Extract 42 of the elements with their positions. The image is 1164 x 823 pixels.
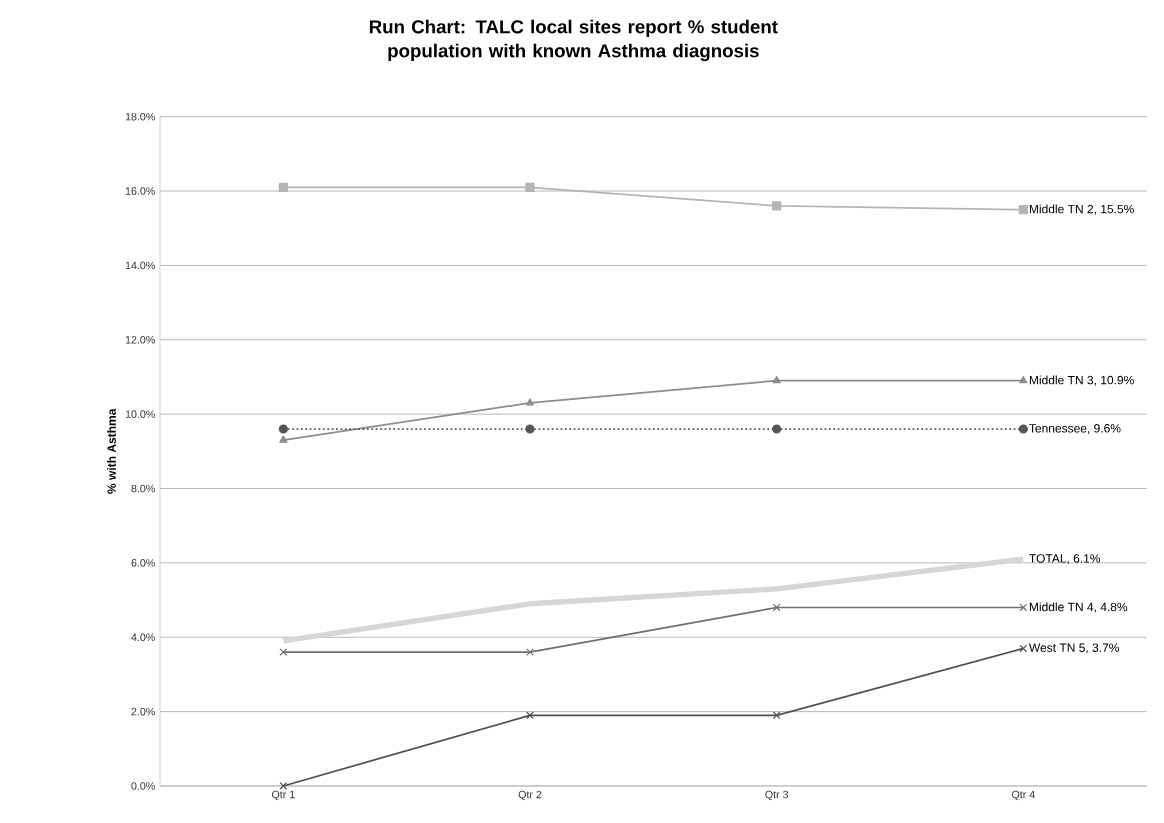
point xyxy=(1018,205,1028,215)
annotation: Middle TN 2, 15.5% xyxy=(1029,204,1134,215)
point xyxy=(1018,424,1028,434)
y-tick-label: 6.0% xyxy=(131,559,155,567)
point xyxy=(278,182,288,192)
point xyxy=(279,435,288,443)
y-tick-label: 4.0% xyxy=(131,633,155,642)
point xyxy=(772,603,781,612)
y-tick-label: 18.0% xyxy=(125,112,155,121)
point xyxy=(772,711,781,720)
y-tick-label: 14.0% xyxy=(125,261,155,270)
point xyxy=(772,376,781,384)
point xyxy=(525,182,535,192)
point xyxy=(278,424,288,434)
annotation: Tennessee, 9.6% xyxy=(1029,424,1121,434)
x-tick-label: Qtr 1 xyxy=(271,790,295,801)
y-tick-label: 12.0% xyxy=(125,335,155,344)
point xyxy=(525,398,535,406)
y-tick-label: 8.0% xyxy=(131,484,155,493)
point xyxy=(526,711,534,720)
annotation: TOTAL, 6.1% xyxy=(1029,554,1101,565)
annotation: Middle TN 3, 10.9% xyxy=(1029,375,1134,386)
point xyxy=(526,648,534,657)
x-tick-label: Qtr 2 xyxy=(518,790,542,801)
annotation: Middle TN 4, 4.8% xyxy=(1029,602,1128,613)
annotation: West TN 5, 3.7% xyxy=(1029,643,1119,654)
chart-title: Run Chart: TALC local sites report % student population with known Asthma diagnosis xyxy=(369,19,778,62)
y-tick-label: 2.0% xyxy=(131,707,155,716)
point xyxy=(279,648,288,657)
point xyxy=(772,424,782,434)
y-tick-label: 10.0% xyxy=(125,410,155,418)
x-tick-label: Qtr 4 xyxy=(1011,790,1035,801)
y-axis-title: % with Asthma xyxy=(107,408,116,494)
point xyxy=(279,782,288,790)
point xyxy=(1019,644,1028,653)
point xyxy=(772,201,782,211)
x-tick-label: Qtr 3 xyxy=(765,790,789,801)
y-tick-label: 16.0% xyxy=(125,187,155,195)
point xyxy=(1019,376,1028,384)
point xyxy=(525,424,535,434)
point xyxy=(1019,603,1028,612)
y-tick-label: 0.0% xyxy=(131,782,155,790)
